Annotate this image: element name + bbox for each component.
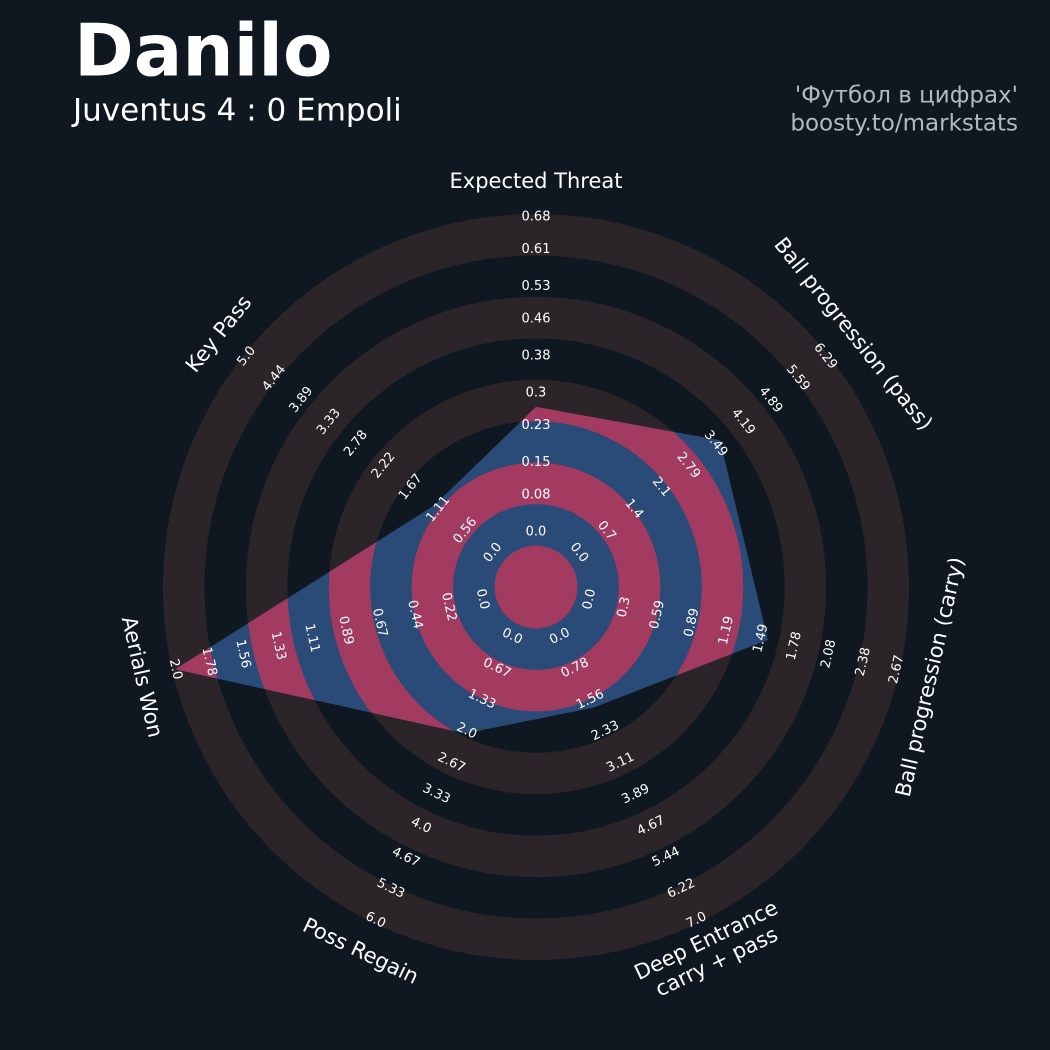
tick-label: 1.49 [750,623,771,655]
chart-title: Danilo [74,9,332,93]
tick-label: 0.23 [522,418,551,433]
tick-label: 0.3 [615,595,634,619]
tick-label: 1.33 [268,630,289,662]
credit: 'Футбол в цифрах' [795,83,1018,109]
tick-label: 0.0 [580,587,599,611]
tick-label: 1.56 [232,638,253,670]
tick-label: 0.59 [647,599,668,631]
tick-label: 0.89 [335,615,356,647]
tick-label: 0.15 [522,455,551,470]
tick-label: 0.08 [522,487,551,502]
tick-label: 2.67 [886,654,907,686]
chart-subtitle: Juventus 4 : 0 Empoli [71,93,402,129]
tick-label: 0.44 [404,599,425,631]
axis-label: Expected Threat [450,169,623,193]
ring [328,406,744,734]
tick-label: 2.0 [166,658,185,682]
tick-label: 0.0 [473,587,492,611]
tick-label: 0.67 [369,607,390,639]
tick-label: 0.38 [522,348,551,363]
tick-label: 1.78 [784,630,805,662]
tick-label: 0.46 [522,311,551,326]
tick-label: 0.3 [526,386,547,401]
tick-label: 0.22 [438,591,459,623]
tick-label: 0.89 [681,607,702,639]
tick-label: 2.38 [853,646,874,678]
ring [245,296,827,878]
tick-label: 0.53 [522,279,551,294]
ring [411,462,661,712]
ring [163,214,909,960]
tick-label: 0.68 [522,210,551,225]
tick-label: 2.08 [818,638,839,670]
tick-label: 1.19 [716,615,737,647]
tick-label: 0.0 [526,525,547,540]
tick-label: 1.78 [199,646,220,678]
ring [494,545,578,629]
credit: boosty.to/markstats [790,111,1018,137]
tick-label: 0.61 [522,242,551,257]
tick-label: 1.11 [301,622,322,654]
